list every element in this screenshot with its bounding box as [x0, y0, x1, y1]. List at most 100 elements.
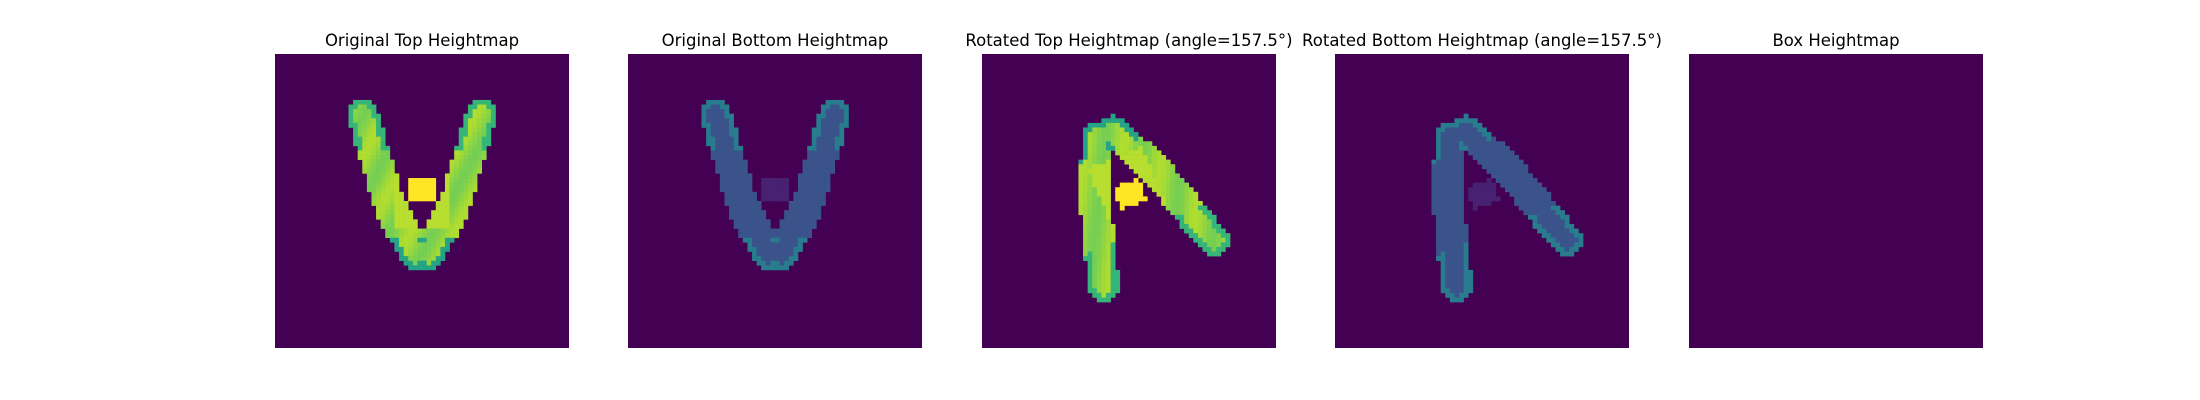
heatmap-cell	[1518, 196, 1524, 202]
heatmap-cell	[408, 265, 414, 271]
heatmap-cell	[1449, 201, 1455, 206]
heatmap-cell	[1184, 205, 1190, 211]
heatmap-cell	[1138, 173, 1144, 179]
heatmap-cell	[1110, 145, 1116, 151]
heatmap-cell	[797, 219, 803, 225]
heatmap-cell	[463, 214, 469, 220]
heatmap-cell	[1449, 173, 1455, 179]
heatmap-cell	[1106, 173, 1111, 179]
heatmap-cell	[431, 210, 437, 216]
heatmap-cell	[408, 223, 414, 229]
heatmap-cell	[412, 178, 418, 183]
heatmap-cell	[1527, 187, 1533, 193]
heatmap-cell	[362, 164, 368, 170]
heatmap-cell	[431, 219, 437, 225]
heatmap-cell	[477, 150, 483, 156]
subplot-4: Rotated Bottom Heightmap (angle=157.5°)	[1302, 31, 1662, 348]
heatmap-cell	[1106, 118, 1111, 124]
heatmap-cell	[1119, 127, 1125, 133]
heatmap-cell	[1509, 182, 1515, 188]
heatmap-cell	[811, 201, 817, 206]
heatmap-cell	[1472, 182, 1478, 188]
heatmap-cell	[1440, 127, 1446, 133]
heatmap-cell	[733, 187, 739, 193]
heatmap-cell	[1179, 210, 1185, 216]
heatmap-cell	[719, 136, 725, 142]
heatmap-cell	[371, 196, 377, 202]
heatmap-cell	[1078, 159, 1084, 165]
heatmap-cell	[756, 237, 762, 243]
heatmap-cell	[440, 256, 446, 262]
heatmap-cell	[816, 118, 822, 124]
heatmap-cell	[394, 219, 400, 225]
heatmap-cell	[472, 122, 478, 128]
heatmap-cell	[371, 155, 377, 160]
heatmap-cell	[385, 196, 391, 202]
heatmap-cell	[463, 122, 469, 128]
heatmap-cell	[1449, 145, 1455, 151]
heatmap-cell	[1142, 173, 1148, 179]
heatmap-cell	[1454, 292, 1460, 298]
heatmap-cell	[1436, 242, 1441, 248]
heatmap-cell	[1207, 242, 1212, 248]
heatmap-cell	[1555, 214, 1561, 220]
heatmap-cell	[1486, 159, 1492, 165]
heatmap-cell	[742, 196, 748, 202]
heatmap-cell	[752, 210, 757, 216]
heatmap-cell	[454, 191, 460, 197]
heatmap-cell	[412, 246, 418, 252]
heatmap-cell	[1092, 292, 1098, 298]
heatmap-cell	[1472, 136, 1478, 142]
heatmap-cell	[816, 141, 822, 147]
heatmap-cell	[1445, 223, 1451, 229]
heatmap-cell	[706, 99, 711, 105]
heatmap-cell	[1124, 136, 1130, 142]
heatmap-cell	[1193, 223, 1199, 229]
heatmap-cell	[756, 256, 762, 262]
heatmap-cell	[820, 159, 826, 165]
heatmap-cell	[385, 210, 391, 216]
heatmap-cell	[1537, 187, 1543, 193]
heatmap-cell	[366, 104, 372, 110]
heatmap-cell	[417, 246, 423, 252]
heatmap-cell	[366, 164, 372, 170]
heatmap-cell	[1509, 164, 1515, 170]
heatmap-cell	[422, 228, 427, 234]
heatmap-cell	[1463, 251, 1469, 257]
heatmap-cell	[399, 246, 404, 252]
heatmap-cell	[1142, 159, 1148, 165]
heatmap-cell	[362, 136, 368, 142]
heatmap-cell	[412, 223, 418, 229]
heatmap-cell	[779, 196, 785, 202]
heatmap-cell	[1197, 228, 1203, 234]
heatmap-cell	[793, 201, 799, 206]
heatmap-cell	[770, 178, 776, 183]
heatmap-cell	[816, 178, 822, 183]
heatmap-cell	[1124, 155, 1130, 160]
heatmap-cell	[830, 159, 836, 165]
heatmap-cell	[733, 210, 739, 216]
heatmap-cell	[710, 150, 716, 156]
heatmap-cell	[1083, 127, 1088, 133]
heatmap-cell	[1220, 242, 1226, 248]
heatmap-cell	[742, 205, 748, 211]
heatmap-cell	[830, 155, 836, 160]
heatmap-cell	[362, 109, 368, 115]
heatmap-cell	[747, 178, 753, 183]
heatmap-cell	[706, 113, 711, 119]
heatmap-cell	[761, 191, 767, 197]
heatmap-cell	[752, 214, 757, 220]
heatmap-cell	[839, 113, 845, 119]
heatmap-cell	[440, 191, 446, 197]
heatmap-cell	[394, 196, 400, 202]
heatmap-cell	[1110, 251, 1116, 257]
heatmap-cell	[380, 210, 386, 216]
heatmap-cell	[1147, 173, 1153, 179]
heatmap-cell	[1216, 228, 1222, 234]
heatmap-cell	[1142, 155, 1148, 160]
heatmap-cell	[458, 145, 464, 151]
heatmap-cell	[1537, 223, 1543, 229]
heatmap-cell	[444, 237, 450, 243]
heatmap-cell	[724, 159, 730, 165]
heatmap-cell	[1509, 159, 1515, 165]
